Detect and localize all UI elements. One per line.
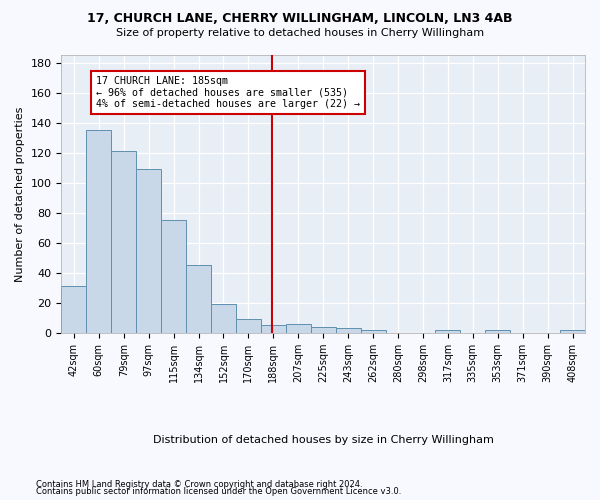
Bar bbox=[136, 169, 161, 333]
Text: 17 CHURCH LANE: 185sqm
← 96% of detached houses are smaller (535)
4% of semi-det: 17 CHURCH LANE: 185sqm ← 96% of detached… bbox=[96, 76, 360, 109]
Bar bbox=[286, 324, 311, 333]
Bar bbox=[86, 130, 111, 333]
Bar bbox=[335, 328, 361, 333]
Bar bbox=[311, 327, 335, 333]
Text: 17, CHURCH LANE, CHERRY WILLINGHAM, LINCOLN, LN3 4AB: 17, CHURCH LANE, CHERRY WILLINGHAM, LINC… bbox=[87, 12, 513, 26]
Text: Contains public sector information licensed under the Open Government Licence v3: Contains public sector information licen… bbox=[36, 488, 401, 496]
Bar bbox=[236, 320, 261, 333]
Bar bbox=[361, 330, 386, 333]
X-axis label: Distribution of detached houses by size in Cherry Willingham: Distribution of detached houses by size … bbox=[153, 435, 494, 445]
Bar bbox=[436, 330, 460, 333]
Y-axis label: Number of detached properties: Number of detached properties bbox=[15, 106, 25, 282]
Bar bbox=[186, 266, 211, 333]
Bar bbox=[261, 326, 286, 333]
Bar bbox=[485, 330, 510, 333]
Bar bbox=[560, 330, 585, 333]
Bar bbox=[211, 304, 236, 333]
Bar bbox=[161, 220, 186, 333]
Text: Size of property relative to detached houses in Cherry Willingham: Size of property relative to detached ho… bbox=[116, 28, 484, 38]
Bar bbox=[61, 286, 86, 333]
Text: Contains HM Land Registry data © Crown copyright and database right 2024.: Contains HM Land Registry data © Crown c… bbox=[36, 480, 362, 489]
Bar bbox=[111, 151, 136, 333]
